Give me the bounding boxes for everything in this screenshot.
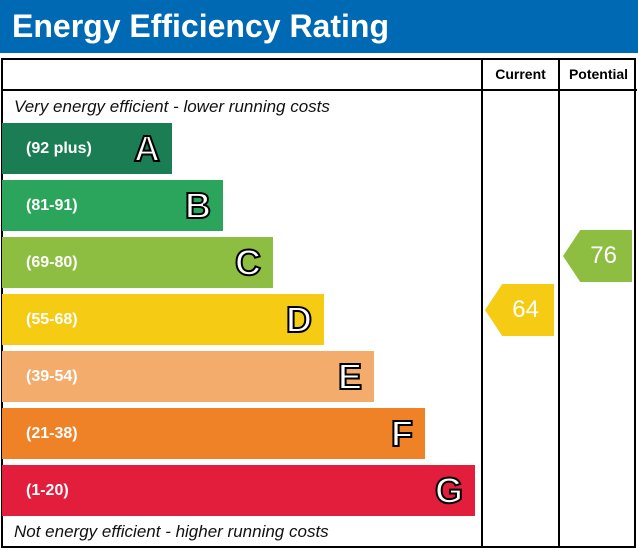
potential-column-header: Potential bbox=[568, 66, 629, 82]
band-range: (55-68) bbox=[26, 311, 78, 328]
column-divider bbox=[481, 58, 483, 548]
band-range: (92 plus) bbox=[26, 140, 92, 157]
band-letter: D bbox=[285, 298, 313, 341]
top-note: Very energy efficient - lower running co… bbox=[14, 97, 330, 116]
column-divider bbox=[558, 58, 560, 548]
current-column-header: Current bbox=[495, 66, 546, 82]
band-d-bar: (55-68) D bbox=[2, 294, 324, 345]
bottom-note: Not energy efficient - higher running co… bbox=[14, 522, 329, 541]
band-range: (21-38) bbox=[26, 425, 78, 442]
current-rating-value: 64 bbox=[512, 296, 539, 323]
page-title: Energy Efficiency Rating bbox=[0, 0, 638, 53]
band-c-bar: (69-80) C bbox=[2, 237, 273, 288]
band-range: (1-20) bbox=[26, 482, 69, 499]
potential-rating-value: 76 bbox=[590, 242, 617, 269]
band-letter: C bbox=[234, 241, 262, 284]
header-divider bbox=[1, 89, 637, 91]
band-b-bar: (81-91) B bbox=[2, 180, 223, 231]
band-range: (39-54) bbox=[26, 368, 78, 385]
band-letter: E bbox=[337, 355, 363, 398]
band-letter: B bbox=[184, 184, 212, 227]
band-range: (69-80) bbox=[26, 254, 78, 271]
band-letter: A bbox=[133, 127, 161, 170]
band-letter: F bbox=[390, 412, 414, 455]
band-range: (81-91) bbox=[26, 197, 78, 214]
band-a-bar: (92 plus) A bbox=[2, 123, 172, 174]
band-e-bar: (39-54) E bbox=[2, 351, 374, 402]
band-letter: G bbox=[434, 469, 464, 512]
potential-rating-arrow: 76 bbox=[563, 230, 632, 282]
band-f-bar: (21-38) F bbox=[2, 408, 425, 459]
band-g-bar: (1-20) G bbox=[2, 465, 475, 516]
